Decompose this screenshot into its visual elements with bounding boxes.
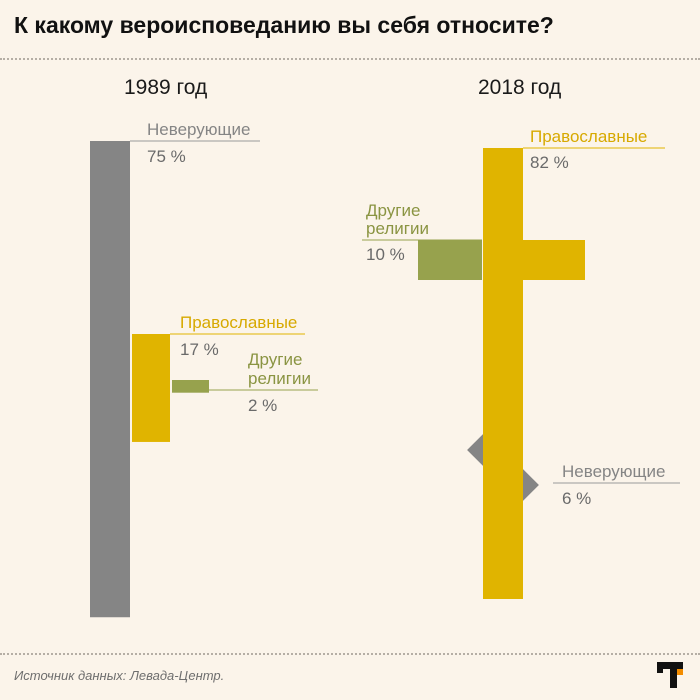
value-label-1989-nonbelievers: 75 % (147, 147, 186, 166)
brand-logo-icon (657, 662, 683, 688)
series-name-2018-other-religions-line2: религии (366, 219, 429, 238)
year-label-1989: 1989 год (124, 76, 208, 99)
bar-1989-nonbelievers (90, 141, 130, 618)
value-label-2018-other-religions: 10 % (366, 245, 405, 264)
value-label-2018-nonbelievers: 6 % (562, 489, 591, 508)
bar-2018-orthodox-crossbar (523, 240, 585, 280)
year-label-2018: 2018 год (478, 76, 562, 99)
series-name-1989-other-religions-line2: религии (248, 369, 311, 388)
series-name-2018-other-religions-line1: Другие (366, 201, 420, 220)
top-divider (0, 58, 700, 60)
bottom-divider (0, 653, 700, 655)
value-label-2018-orthodox: 82 % (530, 153, 569, 172)
chart-title: К какому вероисповеданию вы себя относит… (14, 12, 554, 38)
bar-2018-orthodox (483, 148, 523, 599)
series-name-1989-other-religions: Другие религии (248, 350, 311, 388)
bar-2018-nonbelievers-left-triangle (467, 434, 483, 466)
series-name-2018-nonbelievers: Неверующие (562, 462, 665, 481)
bar-1989-other-religions (172, 380, 209, 393)
series-name-1989-other-religions-line1: Другие (248, 350, 302, 369)
bar-1989-orthodox (132, 334, 170, 442)
series-name-1989-nonbelievers: Неверующие (147, 120, 250, 139)
series-name-1989-orthodox: Православные (180, 313, 297, 332)
series-name-2018-orthodox: Православные (530, 127, 647, 146)
bar-2018-other-religions (418, 240, 482, 280)
value-label-1989-orthodox: 17 % (180, 340, 219, 359)
series-name-2018-other-religions: Другие религии (366, 201, 429, 238)
bar-2018-nonbelievers-right-triangle (523, 469, 539, 501)
source-note: Источник данных: Левада-Центр. (14, 668, 225, 683)
value-label-1989-other-religions: 2 % (248, 396, 277, 415)
